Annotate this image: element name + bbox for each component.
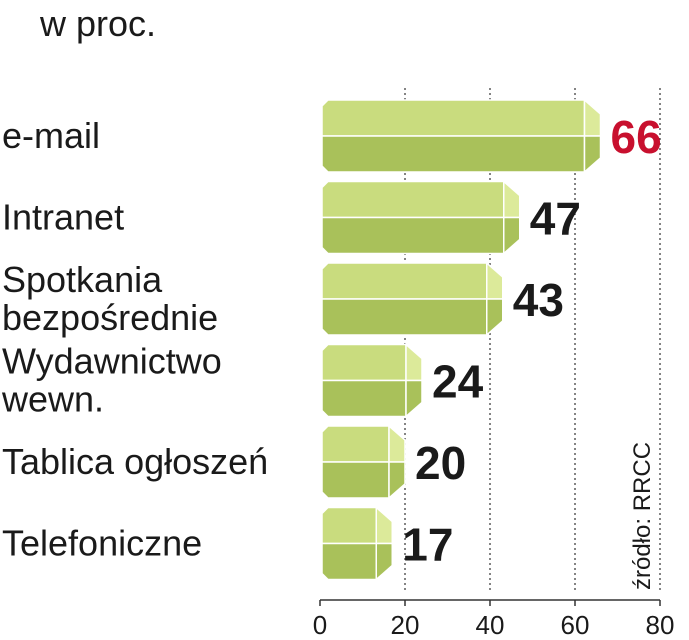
value-label: 20	[415, 437, 466, 489]
tick-label: 40	[476, 610, 505, 640]
value-label: 66	[611, 111, 662, 163]
x-axis: 0 20 40 60 80	[313, 599, 675, 640]
tick-label: 80	[646, 610, 675, 640]
bar	[321, 179, 521, 256]
value-label: 17	[402, 519, 453, 571]
category-labels: e-mail Intranet SpotkaniabezpośrednieWydaw…	[1, 115, 268, 564]
category-label: Telefoniczne	[2, 523, 202, 564]
category-label: e-mail	[2, 115, 100, 156]
category-label: Spotkania	[2, 259, 163, 300]
category-label: wewn.	[1, 379, 104, 420]
bar	[321, 98, 602, 174]
grid-lines	[404, 88, 661, 592]
category-label: Tablica ogłoszeń	[2, 441, 268, 482]
bar	[321, 424, 406, 500]
tick-label: 60	[561, 610, 590, 640]
unit-label: w proc.	[39, 3, 156, 44]
value-label: 24	[432, 356, 484, 408]
value-label: 43	[513, 274, 564, 326]
bars	[321, 98, 602, 582]
value-labels: 66 47 43 24 20 17	[402, 111, 661, 571]
bar	[321, 505, 393, 582]
bar	[321, 342, 423, 419]
category-label: Wydawnictwo	[2, 341, 222, 382]
category-label: Intranet	[2, 197, 124, 238]
tick-label: 20	[391, 610, 420, 640]
category-label: bezpośrednie	[2, 297, 218, 338]
source-label: źródło: RRCC	[629, 442, 656, 590]
bar	[321, 261, 504, 337]
tick-label: 0	[313, 610, 327, 640]
value-label: 47	[530, 193, 581, 245]
